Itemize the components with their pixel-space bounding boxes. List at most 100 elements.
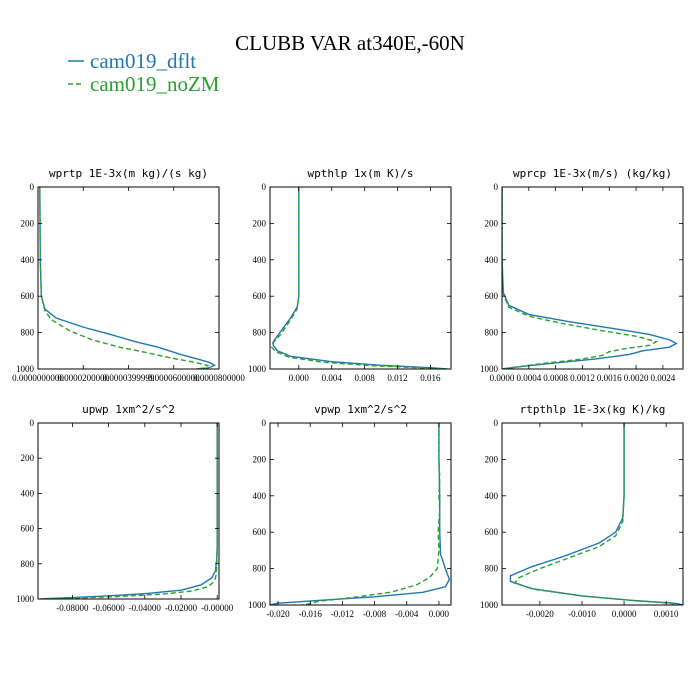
x-tick-label-wpthlp: 0.016 [420,373,441,383]
panel-title-wpthlp: wpthlp 1x(m K)/s [308,167,414,180]
y-tick-label-wpthlp: 400 [253,255,267,265]
x-tick-label-upwp: -0.02000 [165,603,198,613]
x-tick-label-wprtp: 0.0000000000 [12,373,64,383]
y-tick-label-rtpthlp: 800 [485,564,499,574]
panel-frame-wprtp [37,186,220,370]
y-tick-label-vpwp: 1000 [248,600,267,610]
x-tick-label-wprcp: 0.0004 [516,373,541,383]
y-tick-label-wprtp: 0 [30,182,35,192]
legend: cam019_dflt cam019_noZM [68,49,220,96]
series-line-wprcp-nozm [502,187,659,369]
y-tick-label-upwp: 200 [21,453,35,463]
panel-wpthlp: wpthlp 1x(m K)/s 0 200 400 600 800 1000 0.000 0.… [248,167,452,383]
x-tick-label-vpwp: -0.008 [363,609,387,619]
y-tick-label-wpthlp: 600 [253,291,267,301]
panel-wprtp: wprtp 1E-3x(m kg)/(s kg) 0 200 400 600 800 100… [12,167,245,383]
panel-upwp: upwp 1xm^2/s^202004006008001000-0.08000-… [16,403,234,613]
x-tick-label-wpthlp: 0.000 [289,373,310,383]
series-line-upwp-dflt [39,423,218,599]
y-tick-label-wpthlp: 200 [253,218,267,228]
y-tick-label-wprcp: 600 [485,291,499,301]
x-tick-label-vpwp: -0.004 [395,609,419,619]
series-line-wprtp-dflt [39,187,217,369]
y-tick-label-vpwp: 200 [253,454,267,464]
series-line-vpwp-nozm [302,423,441,605]
panel-frame-upwp [37,422,220,600]
panel-wprcp: wprcp 1E-3x(m/s) (kg/kg) 0 200 400 600 800 100… [480,167,684,383]
y-tick-label-rtpthlp: 600 [485,527,499,537]
x-tick-label-wprcp: 0.0020 [624,373,649,383]
series-line-upwp-nozm [47,423,218,599]
y-tick-label-wprtp: 1000 [16,364,35,374]
x-tick-label-wpthlp: 0.004 [322,373,343,383]
y-tick-label-vpwp: 600 [253,527,267,537]
y-tick-label-vpwp: 400 [253,491,267,501]
x-tick-label-upwp: -0.06000 [92,603,125,613]
x-tick-label-wprcp: 0.0012 [570,373,595,383]
legend-label-nozm: cam019_noZM [90,72,220,96]
y-tick-label-wprtp: 800 [21,328,35,338]
x-tick-label-upwp: -0.00000 [201,603,234,613]
y-tick-label-wprcp: 1000 [480,364,499,374]
panel-vpwp: vpwp 1xm^2/s^2 0 200 400 600 800 1000-0.020 -0.… [248,403,452,619]
panel-title-upwp: upwp 1xm^2/s^2 [82,403,175,416]
x-tick-label-wprcp: 0.0000 [490,373,515,383]
x-tick-label-wprtp: 0.0000600000 [148,373,200,383]
legend-label-dflt: cam019_dflt [90,49,196,73]
x-tick-label-upwp: -0.04000 [129,603,162,613]
y-tick-label-rtpthlp: 200 [485,454,499,464]
series-line-wpthlp-nozm [270,187,447,369]
panel-rtpthlp: rtpthlp 1E-3x(kg K)/kg 0 200 400 600 800 1000 -… [480,403,684,619]
y-tick-label-upwp: 400 [21,488,35,498]
y-tick-label-upwp: 800 [21,559,35,569]
y-tick-label-wprtp: 400 [21,255,35,265]
panel-title-vpwp: vpwp 1xm^2/s^2 [314,403,407,416]
y-tick-label-vpwp: 0 [262,418,267,428]
series-line-rtpthlp-nozm [513,423,679,605]
panel-title-wprcp: wprcp 1E-3x(m/s) (kg/kg) [513,167,672,180]
y-tick-label-wpthlp: 0 [262,182,267,192]
x-tick-label-rtpthlp: 0.0010 [654,609,679,619]
x-tick-label-vpwp: 0.000 [429,609,450,619]
x-tick-label-rtpthlp: -0.0010 [568,609,596,619]
panel-frame-wpthlp [269,186,452,370]
panel-title-wprtp: wprtp 1E-3x(m kg)/(s kg) [49,167,208,180]
y-tick-label-wprcp: 400 [485,255,499,265]
y-tick-label-wpthlp: 800 [253,328,267,338]
series-line-vpwp-dflt [270,423,451,605]
y-tick-label-wprcp: 800 [485,328,499,338]
y-tick-label-wprtp: 200 [21,218,35,228]
x-tick-label-wpthlp: 0.012 [387,373,407,383]
y-tick-label-rtpthlp: 1000 [480,600,499,610]
x-tick-label-wprcp: 0.0016 [597,373,622,383]
y-tick-label-rtpthlp: 0 [494,418,499,428]
y-tick-label-wprcp: 200 [485,218,499,228]
y-tick-label-wprtp: 600 [21,291,35,301]
y-tick-label-wpthlp: 1000 [248,364,267,374]
x-tick-label-vpwp: -0.012 [331,609,354,619]
y-tick-label-wprcp: 0 [494,182,499,192]
panel-frame-vpwp [269,422,452,606]
x-tick-label-rtpthlp: -0.0020 [526,609,554,619]
figure-title: CLUBB VAR at340E,-60N [235,31,465,55]
x-tick-label-wprtp: 0.0000800000 [193,373,245,383]
x-tick-label-wpthlp: 0.008 [354,373,375,383]
panel-frame-wprcp [501,186,684,370]
series-line-wprtp-nozm [39,187,210,369]
panels: wprtp 1E-3x(m kg)/(s kg) 0 200 400 600 800 100… [12,167,684,619]
y-tick-label-upwp: 0 [30,418,35,428]
series-line-wprcp-dflt [502,187,678,369]
x-tick-label-wprcp: 0.0024 [651,373,676,383]
series-line-rtpthlp-dflt [509,423,683,605]
x-tick-label-vpwp: -0.020 [266,609,290,619]
y-tick-label-upwp: 1000 [16,594,35,604]
x-tick-label-vpwp: -0.016 [299,609,323,619]
x-tick-label-rtpthlp: 0.0000 [612,609,637,619]
y-tick-label-vpwp: 800 [253,564,267,574]
y-tick-label-upwp: 600 [21,524,35,534]
x-tick-label-wprtp: 0.0000399999 [103,373,155,383]
x-tick-label-upwp: -0.08000 [56,603,89,613]
x-tick-label-wprtp: 0.0000200000 [57,373,109,383]
y-tick-label-rtpthlp: 400 [485,491,499,501]
